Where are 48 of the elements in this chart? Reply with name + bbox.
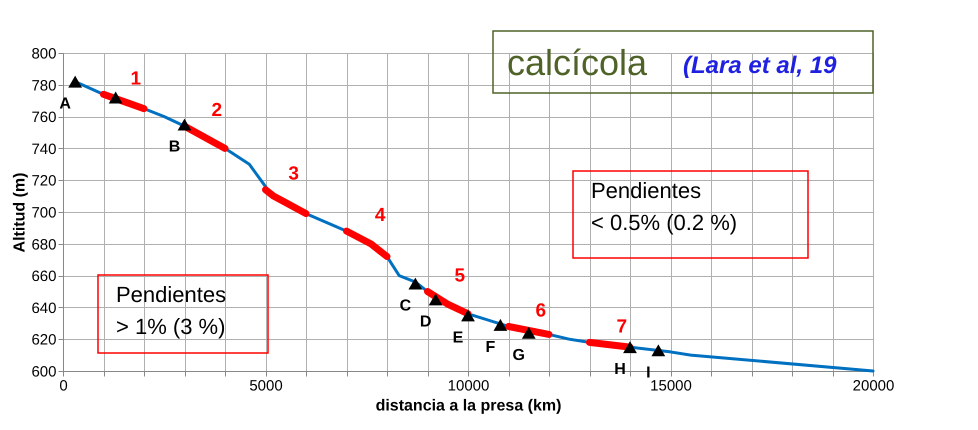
- point: [461, 309, 475, 322]
- series-label: 7: [616, 316, 628, 338]
- series-label: 1: [130, 68, 142, 90]
- annotation: F: [486, 338, 496, 356]
- series-label: 6: [535, 300, 546, 322]
- chart-subtitle: (Lara et al, 19: [683, 52, 838, 79]
- y-tick-label: 620: [31, 332, 56, 349]
- x-tick-label: 15000: [650, 378, 692, 394]
- y-axis-title: Altitud (m): [11, 172, 28, 252]
- annotation: C: [400, 298, 412, 315]
- annotation: E: [452, 329, 464, 346]
- x-axis-title: distancia a la presa (km): [376, 398, 562, 414]
- point: [494, 318, 508, 331]
- point: [108, 92, 123, 104]
- y-tick-label: 780: [31, 77, 56, 94]
- series-label: 5: [454, 266, 466, 286]
- series-label: 2: [211, 100, 222, 122]
- annotation: A: [59, 96, 72, 113]
- point: [428, 293, 442, 306]
- y-tick-label: 680: [31, 236, 56, 254]
- x-tick-label: 10000: [448, 378, 490, 394]
- x-tick-label: 20000: [852, 378, 894, 394]
- point: [623, 341, 637, 354]
- y-tick-label: 660: [31, 268, 56, 286]
- x-tick-label: 0: [59, 378, 68, 394]
- series-label: 4: [374, 205, 386, 226]
- y-tick-label: 600: [31, 364, 56, 380]
- annotation: Pendientes > 1% (3 %): [116, 282, 226, 339]
- chart-title: calcícola: [507, 42, 648, 83]
- annotation: I: [646, 364, 651, 382]
- y-tick-label: 700: [31, 204, 56, 222]
- y-tick-label: 720: [31, 172, 56, 190]
- annotation: B: [168, 138, 180, 156]
- y-tick-label: 760: [31, 109, 56, 126]
- y-tick-label: 740: [31, 140, 56, 158]
- y-tick-label: 800: [31, 46, 56, 62]
- series-label: 3: [288, 164, 299, 185]
- annotation: Pendientes < 0.5% (0.2 %): [591, 178, 738, 235]
- point: [522, 326, 536, 339]
- point: [178, 118, 192, 131]
- annotation: D: [420, 313, 432, 330]
- y-tick-label: 640: [31, 300, 56, 317]
- point: [68, 76, 82, 88]
- point: [651, 344, 666, 356]
- point: [408, 278, 422, 290]
- annotation: G: [512, 346, 525, 364]
- annotation: H: [614, 361, 626, 378]
- x-tick-label: 5000: [249, 378, 283, 394]
